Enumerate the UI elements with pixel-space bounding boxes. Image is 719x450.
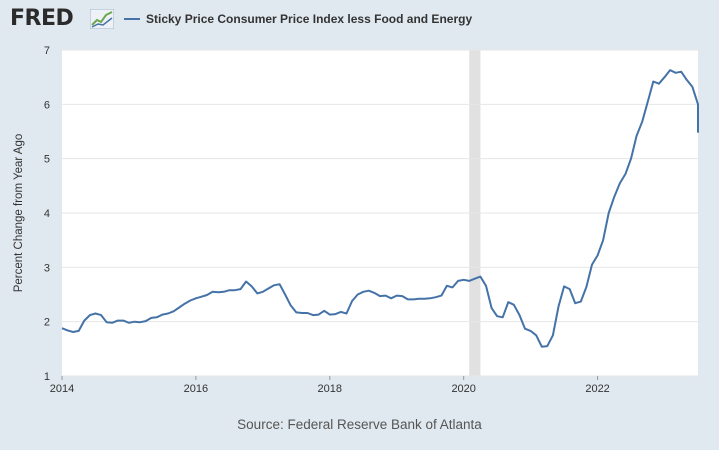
y-tick-label: 7	[44, 45, 50, 57]
legend-swatch	[124, 18, 140, 20]
y-tick-label: 6	[44, 99, 50, 111]
chart-area: 1 2 3 4 5 6 7 2014 2016 2018 2020 2022 Percent Chang…	[0, 40, 719, 405]
x-tick-label: 2020	[451, 383, 475, 395]
x-tick-label: 2014	[50, 383, 74, 395]
chart-legend: Sticky Price Consumer Price Index less F…	[124, 12, 472, 26]
y-tick-label: 5	[44, 154, 50, 166]
chart-title: Sticky Price Consumer Price Index less F…	[146, 12, 473, 26]
y-tick-label: 2	[44, 317, 50, 329]
y-tick-label: 1	[44, 371, 50, 383]
y-axis-label: Percent Change from Year Ago	[13, 134, 25, 293]
fred-logo[interactable]: FRED	[10, 6, 74, 31]
x-tick-label: 2022	[585, 383, 609, 395]
chart-trend-icon	[90, 9, 114, 29]
header: FRED Sticky Price Consumer Price Index l…	[0, 0, 719, 40]
series-line	[61, 69, 699, 348]
y-tick-label: 3	[44, 262, 50, 274]
source-note: Source: Federal Reserve Bank of Atlanta	[237, 417, 482, 432]
y-tick-label: 4	[44, 208, 50, 220]
x-tick-label: 2018	[318, 383, 342, 395]
line-chart: 1 2 3 4 5 6 7 2014 2016 2018 2020 2022 Percent Chang…	[13, 45, 699, 395]
x-tick-label: 2016	[184, 383, 208, 395]
